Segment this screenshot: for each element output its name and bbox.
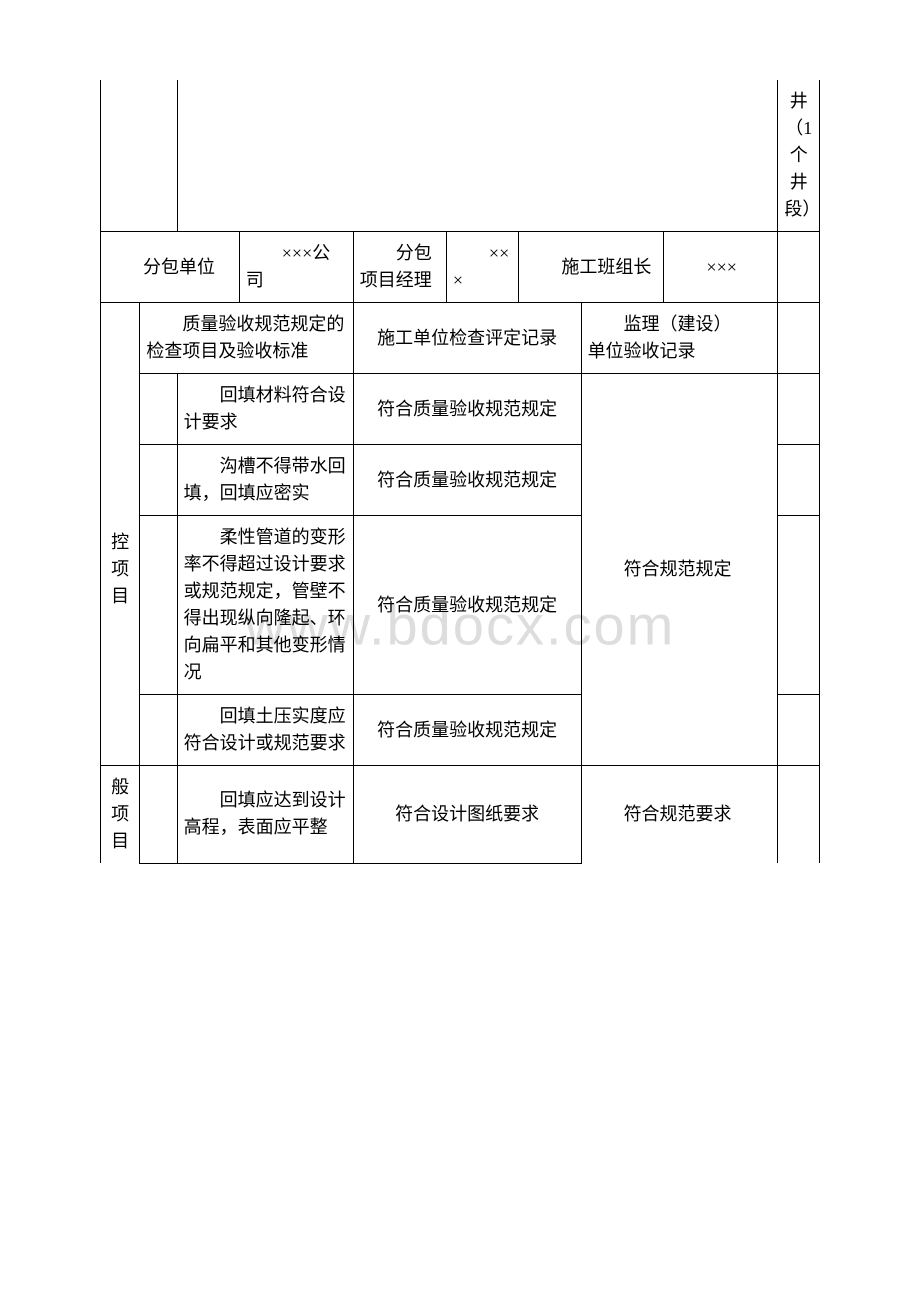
- ban-record-1: 符合设计图纸要求: [353, 766, 581, 864]
- kong-item-1: 回填材料符合设计要求: [177, 374, 353, 445]
- ban-row-1: 般项目 回填应达到设计高程，表面应平整 符合设计图纸要求 符合规范要求: [101, 766, 820, 864]
- kong-label: 控项目: [101, 374, 140, 766]
- kong-record-2: 符合质量验收规范规定: [353, 445, 581, 516]
- label-subcontract-unit: 分包单位: [101, 232, 240, 303]
- kong-item-4: 回填土压实度应符合设计或规范要求: [177, 695, 353, 766]
- kong-record-3: 符合质量验收规范规定: [353, 516, 581, 695]
- kong-item-2: 沟槽不得带水回填，回填应密实: [177, 445, 353, 516]
- header-continuation-row: 井（1个井段）: [101, 80, 820, 232]
- label-team-leader: 施工班组长: [519, 232, 664, 303]
- standard-header-row: 质量验收规范规定的检查项目及验收标准 施工单位检查评定记录 监理（建设） 单位验…: [101, 303, 820, 374]
- ban-verdict: 符合规范要求: [581, 766, 778, 864]
- kong-record-4: 符合质量验收规范规定: [353, 695, 581, 766]
- subcontract-row: 分包单位 ×××公司 分包项目经理 ××× 施工班组长 ×××: [101, 232, 820, 303]
- kong-row-1: 控项目 回填材料符合设计要求 符合质量验收规范规定 符合规范规定: [101, 374, 820, 445]
- kong-verdict: 符合规范规定: [581, 374, 778, 766]
- ban-item-1: 回填应达到设计高程，表面应平整: [177, 766, 353, 864]
- value-sub-pm: ×××: [446, 232, 519, 303]
- col-construction-record: 施工单位检查评定记录: [353, 303, 581, 374]
- kong-record-1: 符合质量验收规范规定: [353, 374, 581, 445]
- col-supervision-record: 监理（建设） 单位验收记录: [581, 303, 778, 374]
- ban-label: 般项目: [101, 766, 140, 864]
- label-sub-pm: 分包项目经理: [353, 232, 446, 303]
- col-standard: 质量验收规范规定的检查项目及验收标准: [140, 303, 353, 374]
- value-subcontract-unit: ×××公司: [239, 232, 353, 303]
- value-team-leader: ×××: [664, 232, 778, 303]
- inspection-table: 井（1个井段） 分包单位 ×××公司 分包项目经理 ××× 施工班组长 ××× …: [100, 80, 820, 864]
- well-segment-note: 井（1个井段）: [778, 80, 820, 232]
- kong-item-3: 柔性管道的变形率不得超过设计要求或规范规定，管壁不得出现纵向隆起、环向扁平和其他…: [177, 516, 353, 695]
